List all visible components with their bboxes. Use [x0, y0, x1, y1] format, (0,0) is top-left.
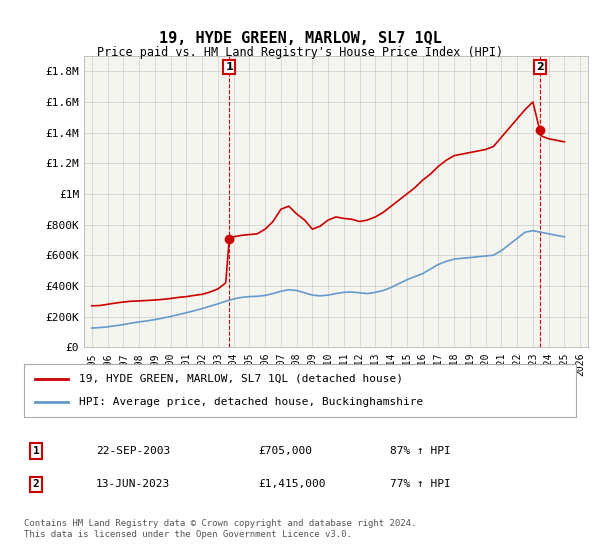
- Text: Contains HM Land Registry data © Crown copyright and database right 2024.
This d: Contains HM Land Registry data © Crown c…: [24, 520, 416, 539]
- Text: 19, HYDE GREEN, MARLOW, SL7 1QL (detached house): 19, HYDE GREEN, MARLOW, SL7 1QL (detache…: [79, 374, 403, 384]
- Text: Price paid vs. HM Land Registry's House Price Index (HPI): Price paid vs. HM Land Registry's House …: [97, 46, 503, 59]
- Text: 87% ↑ HPI: 87% ↑ HPI: [390, 446, 451, 456]
- Text: 22-SEP-2003: 22-SEP-2003: [96, 446, 170, 456]
- Text: £1,415,000: £1,415,000: [258, 479, 325, 489]
- Text: 1: 1: [32, 446, 40, 456]
- Text: 2: 2: [536, 62, 544, 72]
- Text: HPI: Average price, detached house, Buckinghamshire: HPI: Average price, detached house, Buck…: [79, 397, 424, 407]
- Text: 13-JUN-2023: 13-JUN-2023: [96, 479, 170, 489]
- Text: 1: 1: [226, 62, 233, 72]
- Text: 2: 2: [32, 479, 40, 489]
- Text: 77% ↑ HPI: 77% ↑ HPI: [390, 479, 451, 489]
- Text: 19, HYDE GREEN, MARLOW, SL7 1QL: 19, HYDE GREEN, MARLOW, SL7 1QL: [158, 31, 442, 46]
- Text: £705,000: £705,000: [258, 446, 312, 456]
